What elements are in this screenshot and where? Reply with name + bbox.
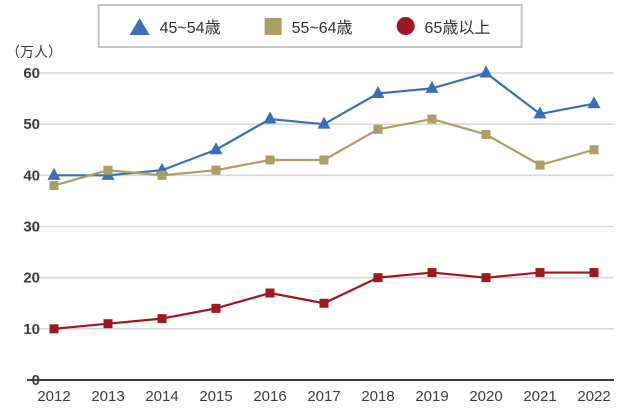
x-tick-label: 2013 — [91, 388, 124, 405]
y-tick-label: 0 — [32, 372, 40, 389]
data-point-square — [589, 145, 599, 155]
data-point-triangle — [587, 96, 601, 109]
x-tick-label: 2014 — [145, 388, 178, 405]
y-tick-label: 50 — [23, 116, 40, 133]
x-tick-label: 2020 — [469, 388, 502, 405]
circle-marker-icon — [396, 17, 415, 35]
legend-item-55-64: 55~64歳 — [264, 14, 353, 38]
legend-item-65-plus: 65歳以上 — [396, 14, 491, 38]
x-tick-label: 2017 — [307, 388, 340, 405]
data-point-triangle — [533, 106, 547, 119]
legend-label: 65歳以上 — [424, 20, 491, 37]
x-tick-label: 2018 — [361, 388, 394, 405]
data-point-square — [535, 160, 545, 170]
data-point-triangle — [263, 111, 277, 124]
data-point-triangle — [47, 167, 61, 180]
x-tick-label: 2021 — [523, 388, 556, 405]
data-point-square — [373, 273, 383, 283]
data-point-square — [211, 303, 221, 313]
data-point-square — [49, 324, 59, 334]
data-point-square — [265, 155, 275, 165]
y-tick-label: 60 — [23, 65, 40, 82]
data-point-square — [157, 314, 167, 324]
y-tick-label: 40 — [23, 167, 40, 184]
data-point-square — [589, 268, 599, 278]
x-tick-label: 2012 — [37, 388, 70, 405]
legend-label: 55~64歳 — [291, 20, 353, 37]
x-tick-label: 2019 — [415, 388, 448, 405]
data-point-triangle — [209, 142, 223, 155]
data-point-square — [535, 268, 545, 278]
x-tick-label: 2015 — [199, 388, 232, 405]
data-point-triangle — [479, 65, 493, 78]
data-point-square — [319, 298, 329, 308]
data-point-square — [211, 165, 221, 175]
data-point-triangle — [425, 80, 439, 93]
legend-label: 45~54歳 — [159, 20, 221, 37]
data-point-square — [427, 268, 437, 278]
data-point-square — [319, 155, 329, 165]
data-point-square — [103, 165, 113, 175]
data-point-triangle — [317, 116, 331, 129]
data-point-square — [265, 288, 275, 298]
data-point-triangle — [371, 85, 385, 98]
y-tick-label: 30 — [23, 219, 40, 236]
triangle-marker-icon — [129, 17, 150, 35]
x-tick-label: 2022 — [577, 388, 610, 405]
y-axis-unit-label: （万人） — [6, 44, 62, 60]
y-tick-label: 10 — [23, 321, 40, 338]
y-tick-label: 20 — [23, 270, 40, 287]
data-point-square — [481, 273, 491, 283]
data-point-square — [157, 170, 167, 180]
data-point-square — [373, 124, 383, 134]
x-tick-label: 2016 — [253, 388, 286, 405]
data-point-square — [49, 181, 59, 191]
chart-legend: 45~54歳 55~64歳 65歳以上 — [97, 4, 523, 48]
square-marker-icon — [264, 17, 282, 35]
data-point-square — [427, 114, 437, 124]
legend-item-45-54: 45~54歳 — [129, 14, 221, 38]
data-point-square — [481, 129, 491, 139]
data-point-square — [103, 319, 113, 329]
